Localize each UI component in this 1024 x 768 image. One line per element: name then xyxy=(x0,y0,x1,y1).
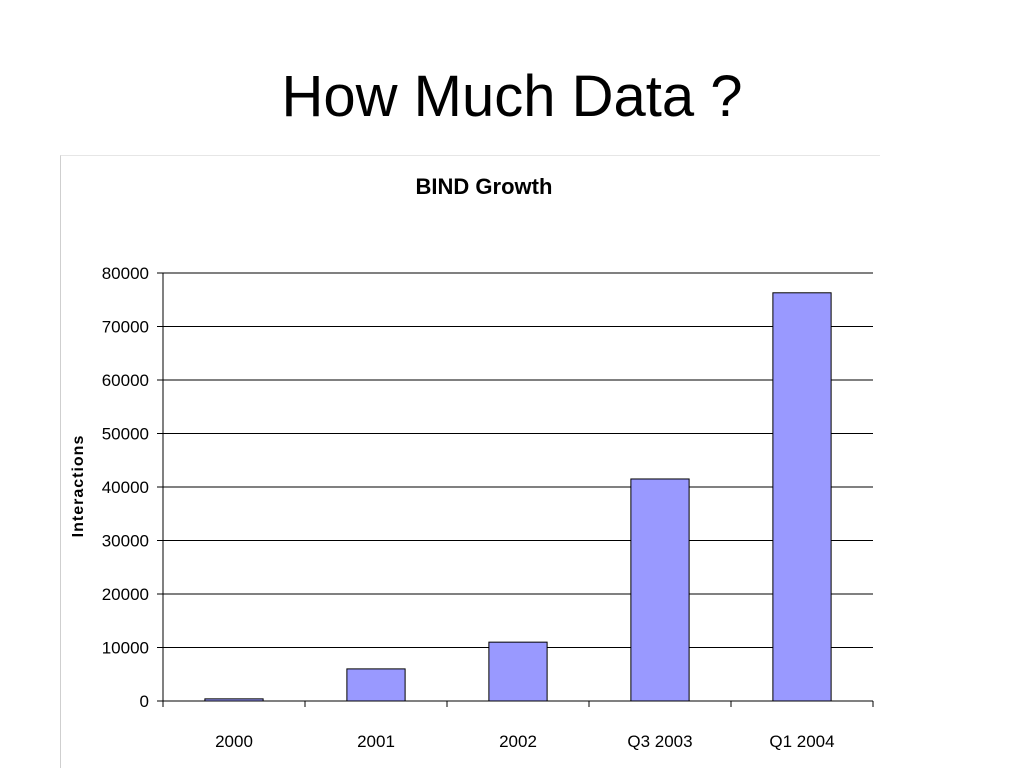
y-tick-label: 70000 xyxy=(102,318,149,337)
x-tick-label: 2000 xyxy=(215,732,253,751)
y-axis-tick-labels: 0 10000 20000 30000 40000 50000 60000 70000 8000… xyxy=(102,264,149,711)
chart-frame xyxy=(60,155,880,768)
x-tick-label: 2002 xyxy=(499,732,537,751)
x-tick-label: Q3 2003 xyxy=(627,732,692,751)
x-axis-tick-labels: 2000 2001 2002 Q3 2003 Q1 2004 xyxy=(215,732,835,751)
gridlines xyxy=(157,272,873,702)
y-tick-label: 0 xyxy=(140,692,149,711)
y-tick-label: 60000 xyxy=(102,371,149,390)
y-tick-label: 80000 xyxy=(102,264,149,283)
axes xyxy=(162,273,874,707)
y-tick-label: 20000 xyxy=(102,585,149,604)
y-tick-label: 40000 xyxy=(102,478,149,497)
y-axis-label: Interactions xyxy=(70,435,87,538)
bar-q3-2003 xyxy=(630,478,690,702)
y-tick-label: 10000 xyxy=(102,639,149,658)
x-tick-label: Q1 2004 xyxy=(769,732,834,751)
y-tick-label: 30000 xyxy=(102,532,149,551)
y-tick-label: 50000 xyxy=(102,425,149,444)
bar-2002 xyxy=(488,641,548,702)
x-tick-label: 2001 xyxy=(357,732,395,751)
bar-q1-2004 xyxy=(772,292,832,702)
bar-2001 xyxy=(346,668,406,702)
bars xyxy=(204,292,832,702)
chart-title: BIND Growth xyxy=(416,174,553,199)
slide-title: How Much Data ? xyxy=(281,64,743,129)
